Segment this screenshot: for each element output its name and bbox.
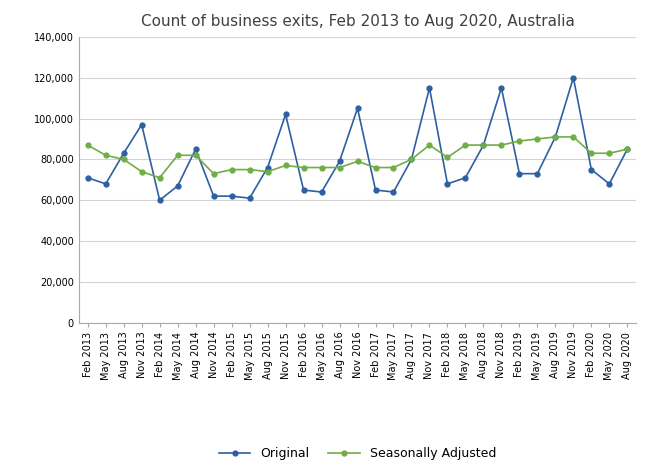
Seasonally Adjusted <box>623 147 631 152</box>
Original <box>84 175 92 181</box>
Original <box>605 181 613 187</box>
Seasonally Adjusted <box>84 142 92 148</box>
Seasonally Adjusted <box>120 157 128 162</box>
Original <box>533 171 541 177</box>
Original <box>300 187 308 193</box>
Original <box>264 165 272 170</box>
Seasonally Adjusted <box>587 150 595 156</box>
Original <box>192 147 199 152</box>
Original <box>281 112 289 117</box>
Original <box>516 171 523 177</box>
Legend: Original, Seasonally Adjusted: Original, Seasonally Adjusted <box>214 442 501 461</box>
Seasonally Adjusted <box>497 142 505 148</box>
Seasonally Adjusted <box>480 142 487 148</box>
Seasonally Adjusted <box>605 150 613 156</box>
Seasonally Adjusted <box>102 153 110 158</box>
Seasonally Adjusted <box>300 165 308 170</box>
Original <box>228 193 236 199</box>
Original <box>462 175 470 181</box>
Seasonally Adjusted <box>407 157 415 162</box>
Original <box>371 187 379 193</box>
Seasonally Adjusted <box>138 169 146 174</box>
Original <box>318 189 325 195</box>
Original <box>354 106 361 111</box>
Seasonally Adjusted <box>426 142 434 148</box>
Original <box>102 181 110 187</box>
Seasonally Adjusted <box>264 169 272 174</box>
Original <box>497 85 505 91</box>
Original <box>623 147 631 152</box>
Seasonally Adjusted <box>569 134 577 140</box>
Seasonally Adjusted <box>336 165 344 170</box>
Original <box>569 75 577 81</box>
Original <box>587 167 595 172</box>
Original <box>155 197 163 203</box>
Seasonally Adjusted <box>462 142 470 148</box>
Original <box>336 159 344 164</box>
Seasonally Adjusted <box>390 165 398 170</box>
Original <box>552 134 560 140</box>
Seasonally Adjusted <box>245 167 253 172</box>
Seasonally Adjusted <box>210 171 218 177</box>
Line: Original: Original <box>85 75 630 203</box>
Line: Seasonally Adjusted: Seasonally Adjusted <box>85 135 630 180</box>
Seasonally Adjusted <box>533 136 541 142</box>
Original <box>426 85 434 91</box>
Original <box>480 142 487 148</box>
Seasonally Adjusted <box>516 138 523 144</box>
Original <box>245 195 253 201</box>
Original <box>120 150 128 156</box>
Seasonally Adjusted <box>192 153 199 158</box>
Original <box>390 189 398 195</box>
Seasonally Adjusted <box>371 165 379 170</box>
Original <box>443 181 451 187</box>
Seasonally Adjusted <box>228 167 236 172</box>
Seasonally Adjusted <box>443 154 451 160</box>
Seasonally Adjusted <box>281 163 289 168</box>
Seasonally Adjusted <box>155 175 163 181</box>
Seasonally Adjusted <box>552 134 560 140</box>
Seasonally Adjusted <box>318 165 325 170</box>
Original <box>210 193 218 199</box>
Original <box>407 157 415 162</box>
Title: Count of business exits, Feb 2013 to Aug 2020, Australia: Count of business exits, Feb 2013 to Aug… <box>140 14 575 29</box>
Seasonally Adjusted <box>354 159 361 164</box>
Seasonally Adjusted <box>174 153 182 158</box>
Original <box>138 122 146 127</box>
Original <box>174 183 182 189</box>
